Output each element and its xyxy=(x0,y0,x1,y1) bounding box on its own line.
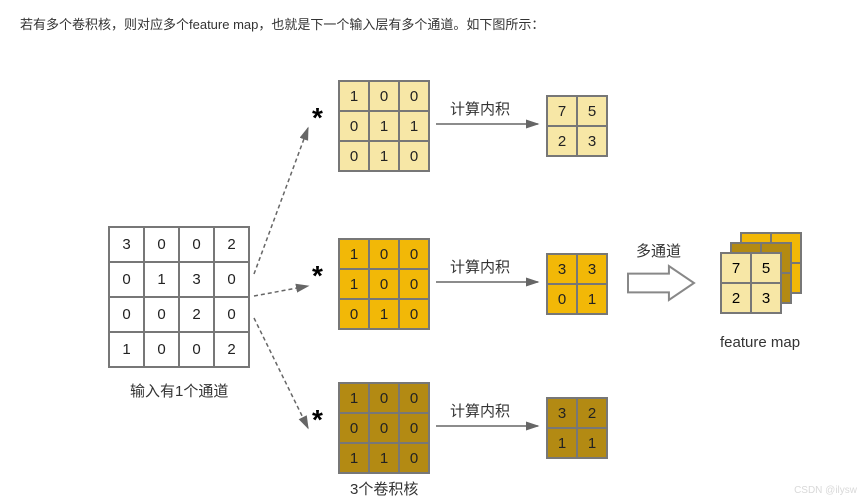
label-inner-product-1: 计算内积 xyxy=(450,98,510,119)
input-matrix-cell: 0 xyxy=(109,297,144,332)
output-2-cell: 3 xyxy=(547,254,577,284)
kernel-2-cell: 1 xyxy=(339,269,369,299)
input-matrix-cell: 1 xyxy=(109,332,144,367)
output-3-cell: 1 xyxy=(577,428,607,458)
output-3-cell: 1 xyxy=(547,428,577,458)
output-2-cell: 0 xyxy=(547,284,577,314)
kernel-1-cell: 1 xyxy=(339,81,369,111)
kernel-1-cell: 1 xyxy=(369,111,399,141)
arrow-3 xyxy=(254,318,308,428)
label-inner-product-3: 计算内积 xyxy=(450,400,510,421)
kernel-3-cell: 1 xyxy=(339,443,369,473)
label-input: 输入有1个通道 xyxy=(130,380,228,401)
kernel-2-cell: 0 xyxy=(399,299,429,329)
label-multichannel: 多通道 xyxy=(636,240,681,261)
input-matrix-cell: 0 xyxy=(144,332,179,367)
input-matrix-cell: 3 xyxy=(179,262,214,297)
kernel-2-cell: 1 xyxy=(369,299,399,329)
kernel-1-cell: 0 xyxy=(339,111,369,141)
output-2-cell: 1 xyxy=(577,284,607,314)
stack-layer-3: 7523 xyxy=(720,252,782,314)
kernel-3-cell: 1 xyxy=(369,443,399,473)
label-feature-map: feature map xyxy=(720,334,800,351)
input-matrix-cell: 0 xyxy=(144,227,179,262)
kernel-3-cell: 0 xyxy=(339,413,369,443)
kernel-2-cell: 0 xyxy=(369,269,399,299)
input-matrix-cell: 2 xyxy=(214,227,249,262)
label-kernels: 3个卷积核 xyxy=(350,478,418,499)
output-3-cell: 2 xyxy=(577,398,607,428)
arrow-2 xyxy=(254,286,308,296)
asterisk-3: * xyxy=(312,404,323,436)
kernel-1-cell: 0 xyxy=(399,81,429,111)
arrow-1 xyxy=(254,128,308,274)
input-matrix-cell: 0 xyxy=(109,262,144,297)
kernel-2-cell: 0 xyxy=(399,239,429,269)
input-matrix: 3002013000201002 xyxy=(108,226,250,368)
input-matrix-cell: 1 xyxy=(144,262,179,297)
watermark: CSDN @ilysw xyxy=(794,485,857,496)
stack-cell: 5 xyxy=(751,253,781,283)
input-matrix-cell: 0 xyxy=(179,332,214,367)
input-matrix-cell: 0 xyxy=(214,297,249,332)
kernel-3-cell: 0 xyxy=(399,443,429,473)
input-matrix-cell: 2 xyxy=(214,332,249,367)
output-3-cell: 3 xyxy=(547,398,577,428)
asterisk-1: * xyxy=(312,102,323,134)
input-matrix-cell: 0 xyxy=(144,297,179,332)
kernel-2-cell: 0 xyxy=(339,299,369,329)
asterisk-2: * xyxy=(312,260,323,292)
kernel-3-cell: 0 xyxy=(399,413,429,443)
input-matrix-cell: 0 xyxy=(179,227,214,262)
output-2: 3301 xyxy=(546,253,608,315)
input-matrix-cell: 0 xyxy=(214,262,249,297)
kernel-2-cell: 0 xyxy=(369,239,399,269)
output-2-cell: 3 xyxy=(577,254,607,284)
feature-map-stack: 7523 xyxy=(720,252,802,334)
page-caption: 若有多个卷积核，则对应多个feature map，也就是下一个输入层有多个通道。… xyxy=(20,14,544,33)
kernel-1-cell: 0 xyxy=(369,81,399,111)
output-1-cell: 3 xyxy=(577,126,607,156)
kernel-1: 100011010 xyxy=(338,80,430,172)
input-matrix-cell: 3 xyxy=(109,227,144,262)
kernel-2-cell: 1 xyxy=(339,239,369,269)
kernel-1-cell: 0 xyxy=(399,141,429,171)
kernel-3-cell: 0 xyxy=(369,383,399,413)
kernel-3: 100000110 xyxy=(338,382,430,474)
kernel-1-cell: 0 xyxy=(339,141,369,171)
kernel-2: 100100010 xyxy=(338,238,430,330)
kernel-3-cell: 1 xyxy=(339,383,369,413)
kernel-3-cell: 0 xyxy=(399,383,429,413)
label-inner-product-2: 计算内积 xyxy=(450,256,510,277)
output-3: 3211 xyxy=(546,397,608,459)
stack-cell: 2 xyxy=(721,283,751,313)
output-1-cell: 2 xyxy=(547,126,577,156)
stack-cell: 7 xyxy=(721,253,751,283)
kernel-1-cell: 1 xyxy=(369,141,399,171)
input-matrix-cell: 2 xyxy=(179,297,214,332)
kernel-1-cell: 1 xyxy=(399,111,429,141)
kernel-2-cell: 0 xyxy=(399,269,429,299)
multichannel-arrow xyxy=(628,266,694,300)
output-1-cell: 5 xyxy=(577,96,607,126)
output-1: 7523 xyxy=(546,95,608,157)
output-1-cell: 7 xyxy=(547,96,577,126)
stack-cell: 3 xyxy=(751,283,781,313)
kernel-3-cell: 0 xyxy=(369,413,399,443)
